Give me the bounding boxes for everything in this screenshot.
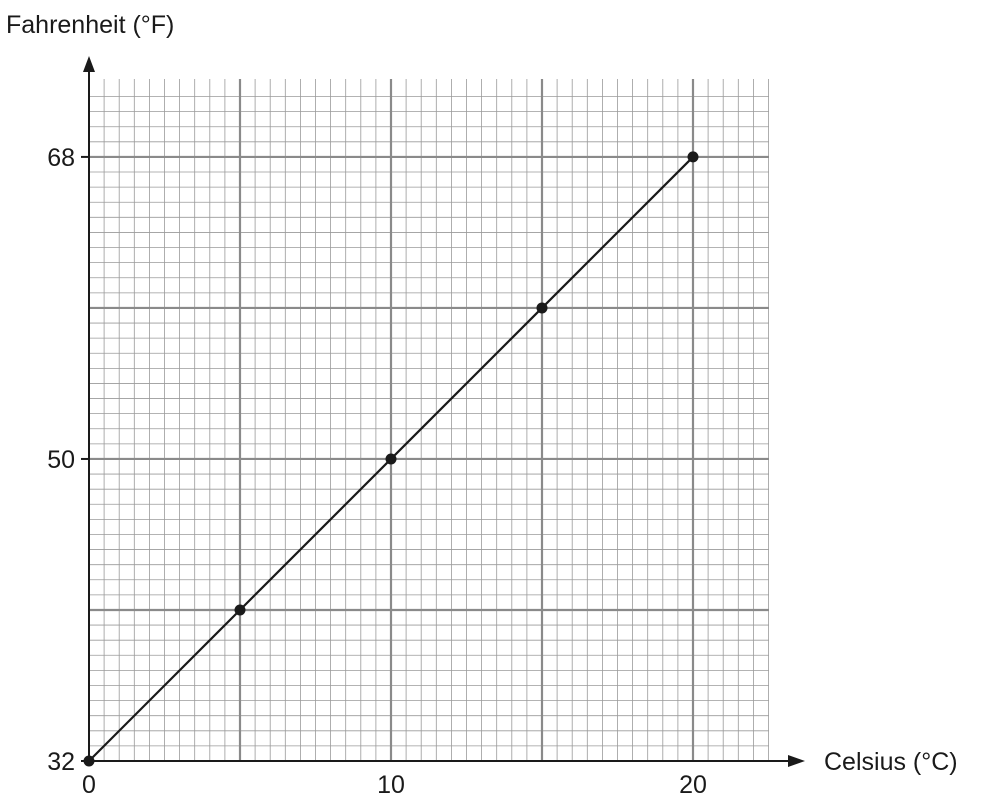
tick-labels: 0 10 20 32 50 68 <box>47 144 707 799</box>
y-axis-arrow-icon <box>83 56 95 72</box>
x-axis-arrow-icon <box>788 755 805 767</box>
x-tick-label: 20 <box>679 771 707 799</box>
minor-grid <box>88 79 769 762</box>
axes <box>83 56 805 767</box>
y-tick-label: 32 <box>47 748 75 776</box>
y-tick-label: 68 <box>47 144 75 172</box>
x-tick-label: 10 <box>377 771 405 799</box>
data-point <box>83 755 95 767</box>
y-tick-label: 50 <box>47 446 75 474</box>
series <box>83 151 699 767</box>
x-tick-label: 0 <box>82 771 96 799</box>
y-axis-label: Fahrenheit (°F) <box>6 11 174 39</box>
data-point <box>234 604 246 616</box>
major-grid <box>89 79 769 761</box>
data-point <box>385 453 397 465</box>
x-axis-label: Celsius (°C) <box>824 748 958 776</box>
data-point <box>687 151 699 163</box>
data-point <box>536 302 548 314</box>
